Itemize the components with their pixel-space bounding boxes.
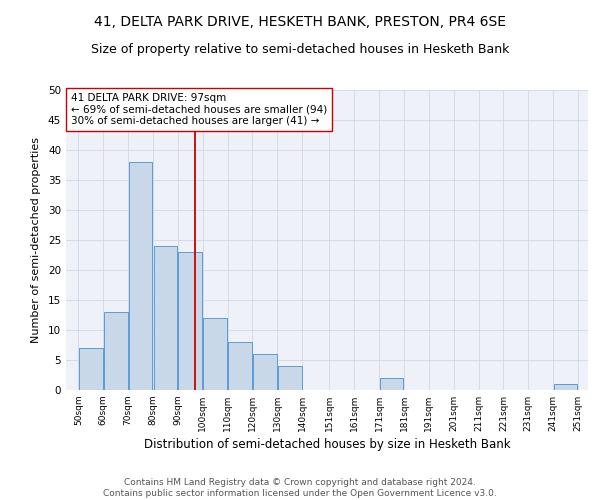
Text: Size of property relative to semi-detached houses in Hesketh Bank: Size of property relative to semi-detach… — [91, 42, 509, 56]
Bar — [380, 378, 403, 390]
Bar — [154, 246, 177, 390]
Bar — [554, 384, 577, 390]
Bar — [79, 348, 103, 390]
X-axis label: Distribution of semi-detached houses by size in Hesketh Bank: Distribution of semi-detached houses by … — [143, 438, 511, 451]
Bar — [228, 342, 252, 390]
Text: 41 DELTA PARK DRIVE: 97sqm
← 69% of semi-detached houses are smaller (94)
30% of: 41 DELTA PARK DRIVE: 97sqm ← 69% of semi… — [71, 93, 327, 126]
Bar — [129, 162, 152, 390]
Bar — [253, 354, 277, 390]
Y-axis label: Number of semi-detached properties: Number of semi-detached properties — [31, 137, 41, 343]
Bar — [203, 318, 227, 390]
Bar — [278, 366, 302, 390]
Text: 41, DELTA PARK DRIVE, HESKETH BANK, PRESTON, PR4 6SE: 41, DELTA PARK DRIVE, HESKETH BANK, PRES… — [94, 15, 506, 29]
Bar — [178, 252, 202, 390]
Text: Contains HM Land Registry data © Crown copyright and database right 2024.
Contai: Contains HM Land Registry data © Crown c… — [103, 478, 497, 498]
Bar — [104, 312, 128, 390]
